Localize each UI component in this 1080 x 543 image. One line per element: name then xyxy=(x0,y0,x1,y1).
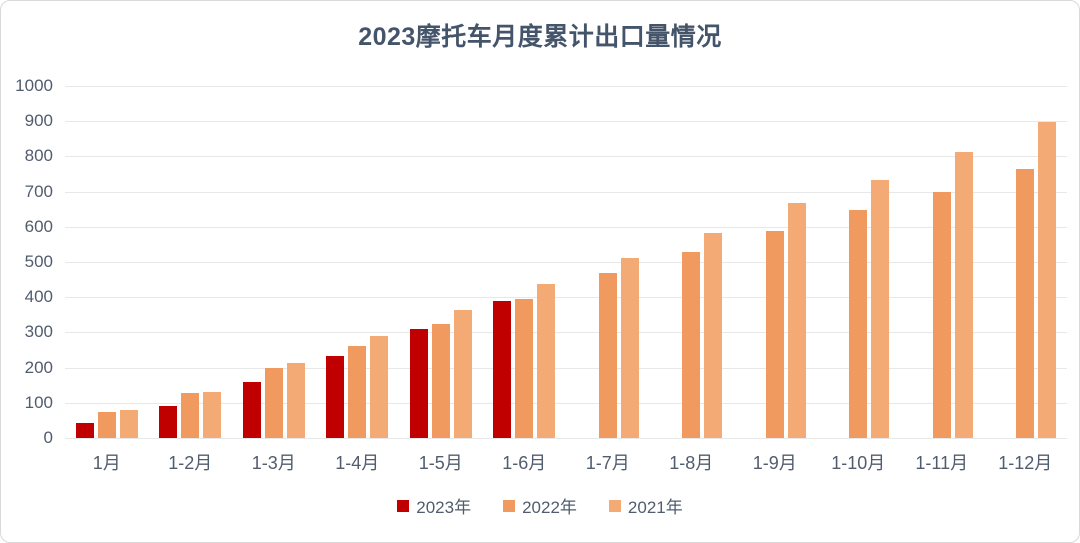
gridline xyxy=(65,367,1067,369)
y-tick-label: 0 xyxy=(43,428,53,447)
y-tick-label: 600 xyxy=(24,216,53,236)
gridline xyxy=(65,156,1067,158)
bar xyxy=(97,411,116,438)
x-tick-label: 1-5月 xyxy=(418,453,463,473)
bar xyxy=(370,335,389,438)
legend-swatch-icon xyxy=(397,499,410,512)
legend-swatch-icon xyxy=(503,499,516,512)
legend-item: 2023年 xyxy=(397,493,471,518)
gridline xyxy=(65,402,1067,404)
bar xyxy=(203,391,222,438)
bar xyxy=(954,151,973,438)
bar-group xyxy=(149,86,233,438)
bar-group xyxy=(733,86,817,438)
y-tick-label: 300 xyxy=(24,322,53,342)
chart-title: 2023摩托车月度累计出口量情况 xyxy=(358,23,722,51)
bar-group xyxy=(984,86,1068,438)
bar xyxy=(493,301,512,438)
bar xyxy=(431,323,450,438)
bar xyxy=(787,202,806,438)
bar xyxy=(704,233,723,438)
bar xyxy=(181,393,200,438)
x-tick-label: 1-7月 xyxy=(585,453,630,473)
bar-group xyxy=(399,86,483,438)
legend-label: 2022年 xyxy=(522,498,577,517)
bar xyxy=(682,252,701,438)
bar-group xyxy=(232,86,316,438)
gridline xyxy=(65,332,1067,334)
y-tick-label: 100 xyxy=(24,392,53,412)
x-tick-label: 1-4月 xyxy=(335,453,380,473)
y-tick-label: 800 xyxy=(24,146,53,166)
x-tick-label: 1-3月 xyxy=(251,453,296,473)
x-axis: 1月 1-2月 1-3月 1-4月 1-5月 1-6月 1-7月 1-8月 1-9月 1-10月 1… xyxy=(65,449,1067,475)
x-tick-label: 1-6月 xyxy=(502,453,547,473)
gridline xyxy=(65,121,1067,123)
bar-group xyxy=(65,86,149,438)
legend: 2023年 2022年 2021年 xyxy=(1,493,1079,518)
bar xyxy=(849,210,868,438)
bar xyxy=(119,409,138,438)
gridline xyxy=(65,226,1067,228)
y-tick-label: 200 xyxy=(24,357,53,377)
bar-group xyxy=(650,86,734,438)
x-tick-label: 1-12月 xyxy=(998,453,1053,473)
bar xyxy=(620,258,639,438)
y-tick-label: 1000 xyxy=(15,76,53,95)
bar-group xyxy=(483,86,567,438)
x-tick-label: 1月 xyxy=(92,453,121,473)
y-tick-label: 400 xyxy=(24,287,53,307)
bar xyxy=(598,272,617,438)
bar xyxy=(871,180,890,438)
legend-item: 2022年 xyxy=(503,493,577,518)
bar xyxy=(242,382,261,438)
gridline xyxy=(65,262,1067,263)
x-tick-label: 1-9月 xyxy=(752,453,797,473)
bar-group xyxy=(566,86,650,438)
bar xyxy=(75,422,94,438)
x-tick-label: 1-10月 xyxy=(831,453,886,473)
gridline xyxy=(65,297,1067,299)
x-tick-label: 1-8月 xyxy=(669,453,714,473)
gridline xyxy=(65,191,1067,193)
bar xyxy=(159,405,178,438)
bar xyxy=(286,363,305,438)
bar-group xyxy=(900,86,984,438)
plot-area xyxy=(65,86,1067,439)
bar xyxy=(1016,169,1035,438)
y-axis: 0 100 200 300 400 500 600 700 800 900 1000 xyxy=(1,76,53,447)
bar-group xyxy=(817,86,901,438)
bar xyxy=(515,299,534,438)
bar xyxy=(409,329,428,438)
bar xyxy=(932,191,951,438)
bar xyxy=(1038,122,1057,438)
gridline xyxy=(65,86,1067,87)
x-tick-label: 1-11月 xyxy=(915,453,969,473)
bar xyxy=(453,309,472,438)
y-tick-label: 700 xyxy=(24,181,53,201)
gridline xyxy=(65,438,1067,439)
legend-label: 2023年 xyxy=(416,498,472,517)
legend-label: 2021年 xyxy=(627,498,683,517)
bar xyxy=(264,367,283,438)
y-tick-label: 500 xyxy=(24,252,53,271)
legend-swatch-icon xyxy=(608,499,621,512)
bar-group xyxy=(316,86,400,438)
x-tick-label: 1-2月 xyxy=(168,453,213,473)
y-tick-label: 900 xyxy=(24,111,53,131)
bar xyxy=(348,346,367,438)
legend-item: 2021年 xyxy=(608,493,683,518)
bar xyxy=(765,230,784,438)
bar-groups xyxy=(65,86,1067,438)
bar xyxy=(537,283,556,438)
bar xyxy=(326,355,345,438)
